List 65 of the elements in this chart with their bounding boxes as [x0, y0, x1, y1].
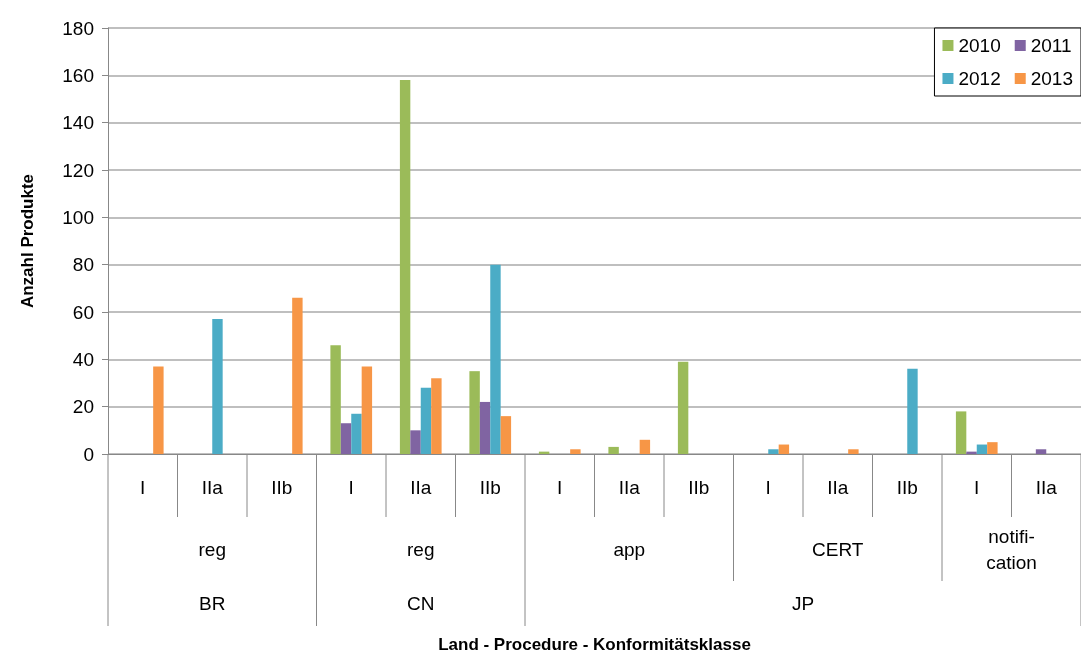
bar — [431, 378, 442, 454]
y-tick-label: 20 — [72, 396, 94, 418]
bar — [907, 368, 918, 454]
bar — [479, 401, 491, 454]
x-tick-label: IIa — [618, 477, 641, 498]
y-tick-label: 180 — [62, 17, 94, 39]
bar — [410, 430, 421, 454]
bar — [768, 449, 779, 454]
bar — [987, 442, 998, 454]
x-tick-label: I — [557, 477, 563, 498]
x-tick-label: IIb — [479, 477, 501, 498]
bar — [500, 416, 512, 454]
x-tick-label: I — [974, 477, 980, 498]
bar — [677, 361, 689, 454]
bar — [351, 413, 362, 454]
y-axis-title: Anzahl Produkte — [18, 173, 37, 309]
bar — [570, 449, 581, 454]
x-tick-label: IIa — [410, 477, 432, 498]
bar — [608, 446, 619, 454]
bar — [340, 423, 352, 454]
text: CN — [407, 593, 435, 614]
y-tick-label: 60 — [72, 301, 94, 323]
x-tick-label: IIa — [827, 477, 849, 498]
y-tick-label: 80 — [72, 254, 94, 276]
text: JP — [791, 593, 815, 614]
text: reg — [407, 538, 435, 560]
text: notifi- cation — [986, 525, 1037, 573]
x-tick-label: IIb — [271, 477, 293, 498]
x-tick-label: IIb — [688, 477, 710, 498]
bar — [469, 371, 480, 454]
text: reg — [198, 538, 226, 560]
x-tick-label: I — [140, 477, 146, 498]
y-tick-label: 40 — [72, 348, 94, 370]
bar — [361, 366, 373, 454]
y-tick-label: 160 — [62, 64, 94, 86]
bar — [1035, 449, 1047, 454]
bar — [399, 80, 411, 454]
x-tick-label: IIb — [896, 477, 918, 498]
bar — [848, 449, 859, 454]
text: app — [613, 538, 646, 560]
bar — [955, 411, 967, 454]
x-tick-label: I — [765, 477, 771, 498]
bar — [778, 444, 790, 454]
y-tick-label: 140 — [62, 112, 94, 134]
text: Land - Procedure - Konformitätsklasse — [438, 634, 751, 654]
bar — [420, 387, 432, 454]
bar — [292, 297, 303, 454]
y-tick-label: 0 — [83, 443, 94, 465]
legend-label: 2012 — [958, 68, 1001, 89]
legend-label: 2011 — [1030, 35, 1072, 56]
bar — [212, 319, 223, 454]
bar — [490, 264, 501, 454]
text: BR — [199, 593, 226, 614]
legend-label: 2010 — [958, 35, 1001, 56]
bar — [639, 439, 651, 454]
bar — [976, 444, 988, 454]
text: CERT — [812, 538, 864, 560]
x-tick-label: IIa — [1035, 477, 1058, 498]
x-tick-label: I — [348, 477, 354, 498]
bar — [153, 366, 164, 454]
y-tick-label: 100 — [62, 206, 94, 228]
x-tick-label: IIa — [201, 477, 224, 498]
legend-label: 2013 — [1030, 68, 1074, 89]
bar — [330, 345, 341, 454]
y-tick-label: 120 — [62, 159, 94, 181]
